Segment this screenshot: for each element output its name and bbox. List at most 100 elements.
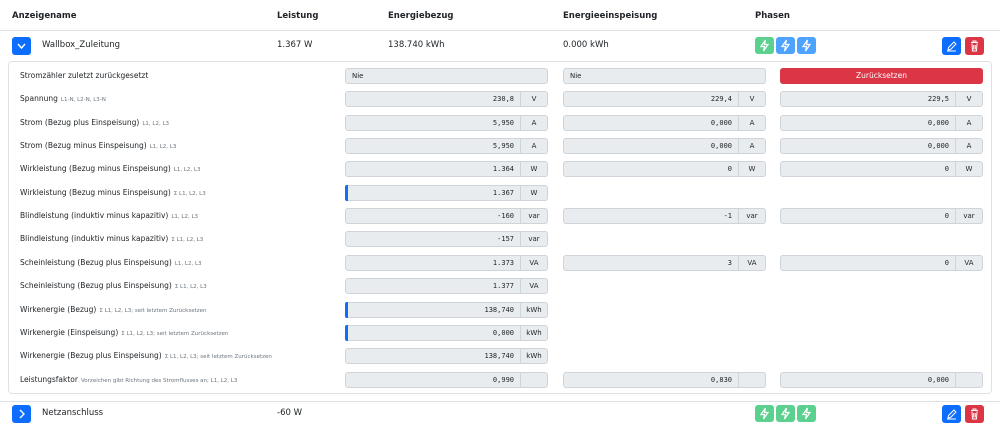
value-field: 138,740	[345, 301, 521, 318]
value-field: 5,950	[345, 138, 521, 155]
value-field: 5,950	[345, 114, 521, 131]
value-field: 1.377	[345, 278, 521, 295]
reset-button[interactable]: Zurücksetzen	[780, 68, 983, 84]
label-note: Σ L1, L2, L3; seit letztem Zurücksetzen	[121, 330, 229, 337]
label-note: L1, L2, L3	[174, 260, 202, 267]
unit-label	[521, 371, 548, 388]
row-label: Scheinleistung (Bezug plus Einspeisung) L…	[20, 258, 202, 267]
row-label: Scheinleistung (Bezug plus Einspeisung) Σ…	[20, 281, 207, 290]
row-label: Wirkenergie (Bezug) Σ L1, L2, L3; seit le…	[20, 305, 207, 314]
value-field: 1.364	[345, 161, 521, 178]
unit-label: A	[521, 114, 548, 131]
trash-icon	[971, 40, 978, 52]
value-field: 138,740	[345, 348, 521, 365]
phase-indicator	[797, 37, 816, 54]
value-field: 0,000	[563, 138, 739, 155]
unit-label: A	[739, 114, 766, 131]
value-field: 0	[780, 208, 956, 225]
trash-icon	[971, 408, 978, 420]
level-bar	[345, 184, 348, 201]
value-field: 230,8	[345, 91, 521, 108]
phase-indicator	[755, 405, 774, 422]
label-text: Blindleistung (induktiv minus kapazitiv)	[20, 234, 169, 244]
value-field: 0,990	[345, 371, 521, 388]
unit-label: V	[956, 91, 983, 108]
meter-name: Netzanschluss	[42, 408, 104, 418]
label-note: Vorzeichen gibt Richtung des Stromflusse…	[80, 377, 238, 384]
chevron-down	[17, 43, 26, 50]
unit-label: W	[739, 161, 766, 178]
edit-button[interactable]	[942, 405, 961, 423]
bolt-icon	[801, 39, 812, 52]
expand-button[interactable]	[12, 405, 31, 423]
value-field: 229,4	[563, 91, 739, 108]
unit-label: VA	[521, 254, 548, 271]
meter-export: 0.000 kWh	[563, 40, 609, 50]
value-field: 0,000	[780, 138, 956, 155]
value-field: -160	[345, 208, 521, 225]
label-text: Wirkenergie (Bezug)	[20, 304, 97, 314]
row-label: Leistungsfaktor Vorzeichen gibt Richtung …	[20, 375, 237, 384]
meter-name: Wallbox_Zuleitung	[42, 40, 121, 50]
label-text: Strom (Bezug minus Einspeisung)	[20, 141, 147, 151]
row-label: Strom (Bezug minus Einspeisung) L1, L2, L…	[20, 141, 176, 150]
label-text: Wirkleistung (Bezug minus Einspeisung)	[20, 164, 171, 174]
value-field: 0	[780, 254, 956, 271]
unit-label: VA	[521, 278, 548, 295]
separator	[0, 30, 1000, 31]
unit-label: kWh	[521, 348, 548, 365]
level-bar	[345, 324, 348, 341]
label-note: L1, L2, L3	[142, 120, 170, 127]
unit-label	[739, 371, 766, 388]
value-field: -1	[563, 208, 739, 225]
label-text: Blindleistung (induktiv minus kapazitiv)	[20, 211, 169, 221]
row-label: Blindleistung (induktiv minus kapazitiv)…	[20, 211, 198, 220]
pencil-icon	[947, 409, 957, 420]
meter-power: 1.367 W	[277, 40, 313, 50]
unit-label: kWh	[521, 301, 548, 318]
delete-button[interactable]	[965, 37, 984, 55]
bolt-icon	[780, 39, 791, 52]
row-label: Wirkenergie (Einspeisung) Σ L1, L2, L3; s…	[20, 328, 228, 337]
edit-button[interactable]	[942, 37, 961, 55]
label-note: L1, L2, L3	[149, 144, 177, 151]
value-field: 1.367	[345, 184, 521, 201]
detail-panel	[8, 61, 992, 394]
phase-indicator	[776, 405, 795, 422]
label-text: Leistungsfaktor	[20, 374, 78, 384]
label-note: L1-N, L2-N, L3-N	[60, 97, 106, 104]
label-note: Σ L1, L2, L3	[171, 237, 204, 244]
expand-button[interactable]	[12, 37, 31, 55]
value-field: 0,000	[780, 114, 956, 131]
label-note: L1, L2, L3	[173, 167, 201, 174]
unit-label: var	[521, 208, 548, 225]
value-field: 0,000	[563, 114, 739, 131]
unit-label: W	[521, 161, 548, 178]
pencil-icon	[947, 41, 957, 52]
label-text: Scheinleistung (Bezug plus Einspeisung)	[20, 257, 172, 267]
delete-button[interactable]	[965, 405, 984, 423]
meter-import: 138.740 kWh	[388, 40, 445, 50]
value-field: 1.373	[345, 254, 521, 271]
value-field: 0,000	[345, 324, 521, 341]
bolt-icon	[759, 407, 770, 420]
unit-label: A	[956, 138, 983, 155]
bolt-icon	[780, 407, 791, 420]
value-field: 0	[780, 161, 956, 178]
unit-label: V	[739, 91, 766, 108]
column-header: Leistung	[277, 11, 319, 21]
unit-label: A	[956, 114, 983, 131]
label-text: Wirkenergie (Bezug plus Einspeisung)	[20, 351, 162, 361]
unit-label: VA	[956, 254, 983, 271]
level-bar	[345, 301, 348, 318]
unit-label: W	[521, 184, 548, 201]
row-label: Wirkleistung (Bezug minus Einspeisung) Σ …	[20, 188, 206, 197]
text-field: Nie	[345, 68, 548, 84]
unit-label: A	[521, 138, 548, 155]
value-field: 0,830	[563, 371, 739, 388]
column-header: Phasen	[755, 11, 790, 21]
label-note: Σ L1, L2, L3	[174, 284, 207, 291]
row-label: Wirkleistung (Bezug minus Einspeisung) L1…	[20, 164, 200, 173]
value-field: 0	[563, 161, 739, 178]
